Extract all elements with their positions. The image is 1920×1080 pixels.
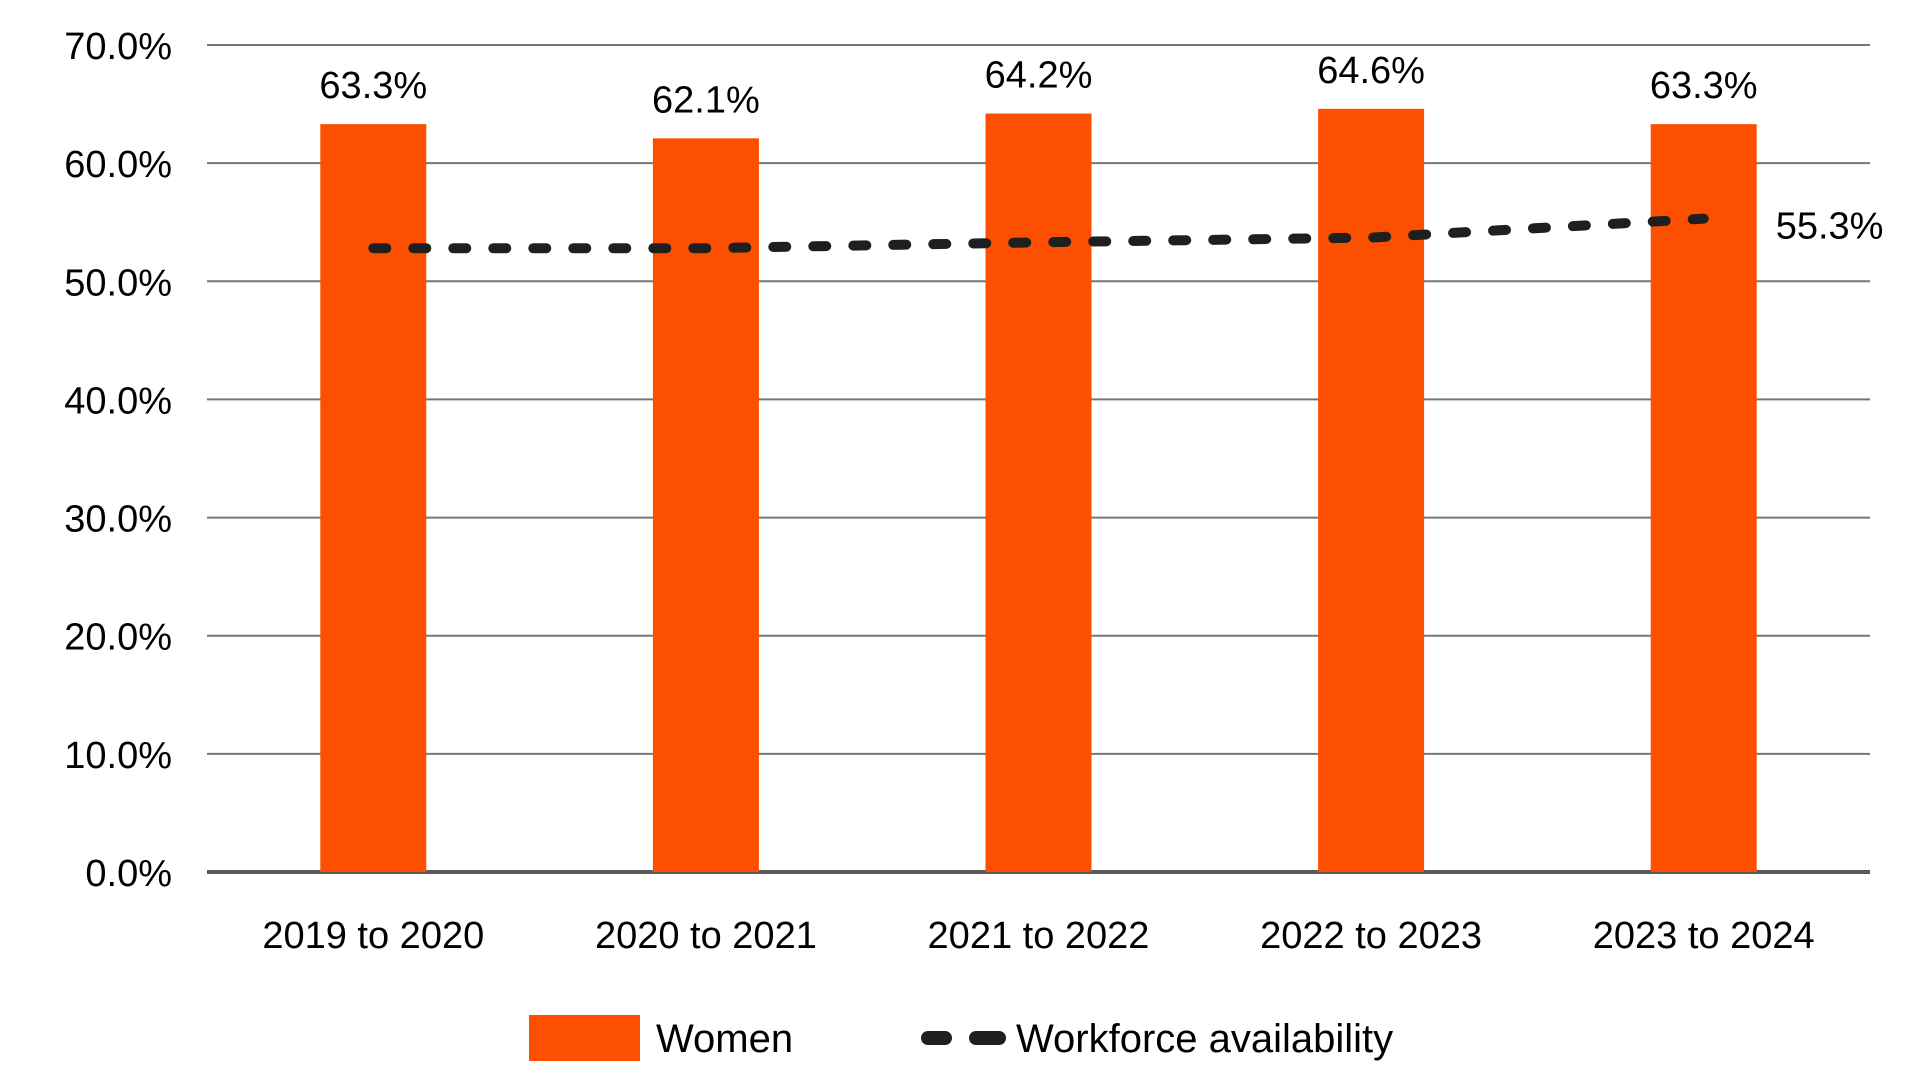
bar-women [1318, 108, 1425, 873]
y-tick-label: 70.0% [64, 26, 172, 68]
legend: Women Workforce availability [529, 1015, 1393, 1061]
bar-women [1650, 124, 1757, 873]
y-axis-tick-labels: 0.0% 10.0% 20.0% 30.0% 40.0% 50.0% 60.0% 70.0% [64, 26, 172, 895]
legend-dash-icon [969, 1031, 1006, 1045]
line-end-value-label: 55.3% [1776, 206, 1884, 248]
legend-dash-icon [921, 1031, 952, 1045]
x-category-label: 2020 to 2021 [595, 915, 817, 957]
x-category-label: 2021 to 2022 [928, 915, 1150, 957]
legend-swatch-women [529, 1015, 640, 1061]
bar-value-label: 62.1% [652, 79, 760, 121]
x-category-label: 2019 to 2020 [262, 915, 484, 957]
bar-value-label: 64.6% [1317, 50, 1425, 92]
y-tick-label: 40.0% [64, 380, 172, 422]
bar-women [652, 138, 759, 872]
x-category-label: 2022 to 2023 [1260, 915, 1482, 957]
bar-value-label: 63.3% [319, 65, 427, 107]
x-axis-category-labels: 2019 to 2020 2020 to 2021 2021 to 2022 2022… [262, 915, 1814, 957]
legend-label-workforce-availability: Workforce availability [1016, 1017, 1393, 1061]
legend-label-women: Women [656, 1017, 793, 1061]
y-tick-label: 0.0% [85, 853, 172, 895]
line-end-label: 55.3% [1776, 206, 1884, 248]
y-tick-label: 10.0% [64, 735, 172, 777]
y-tick-label: 50.0% [64, 262, 172, 304]
bar-value-label: 64.2% [985, 55, 1093, 97]
y-tick-label: 30.0% [64, 499, 172, 541]
x-category-label: 2023 to 2024 [1593, 915, 1815, 957]
bar-value-label: 63.3% [1650, 65, 1758, 107]
bar-women [320, 124, 427, 873]
y-tick-label: 60.0% [64, 144, 172, 186]
y-tick-label: 20.0% [64, 617, 172, 659]
bar-value-labels: 63.3% 62.1% 64.2% 64.6% 63.3% [319, 50, 1757, 122]
bar-women [985, 113, 1092, 873]
